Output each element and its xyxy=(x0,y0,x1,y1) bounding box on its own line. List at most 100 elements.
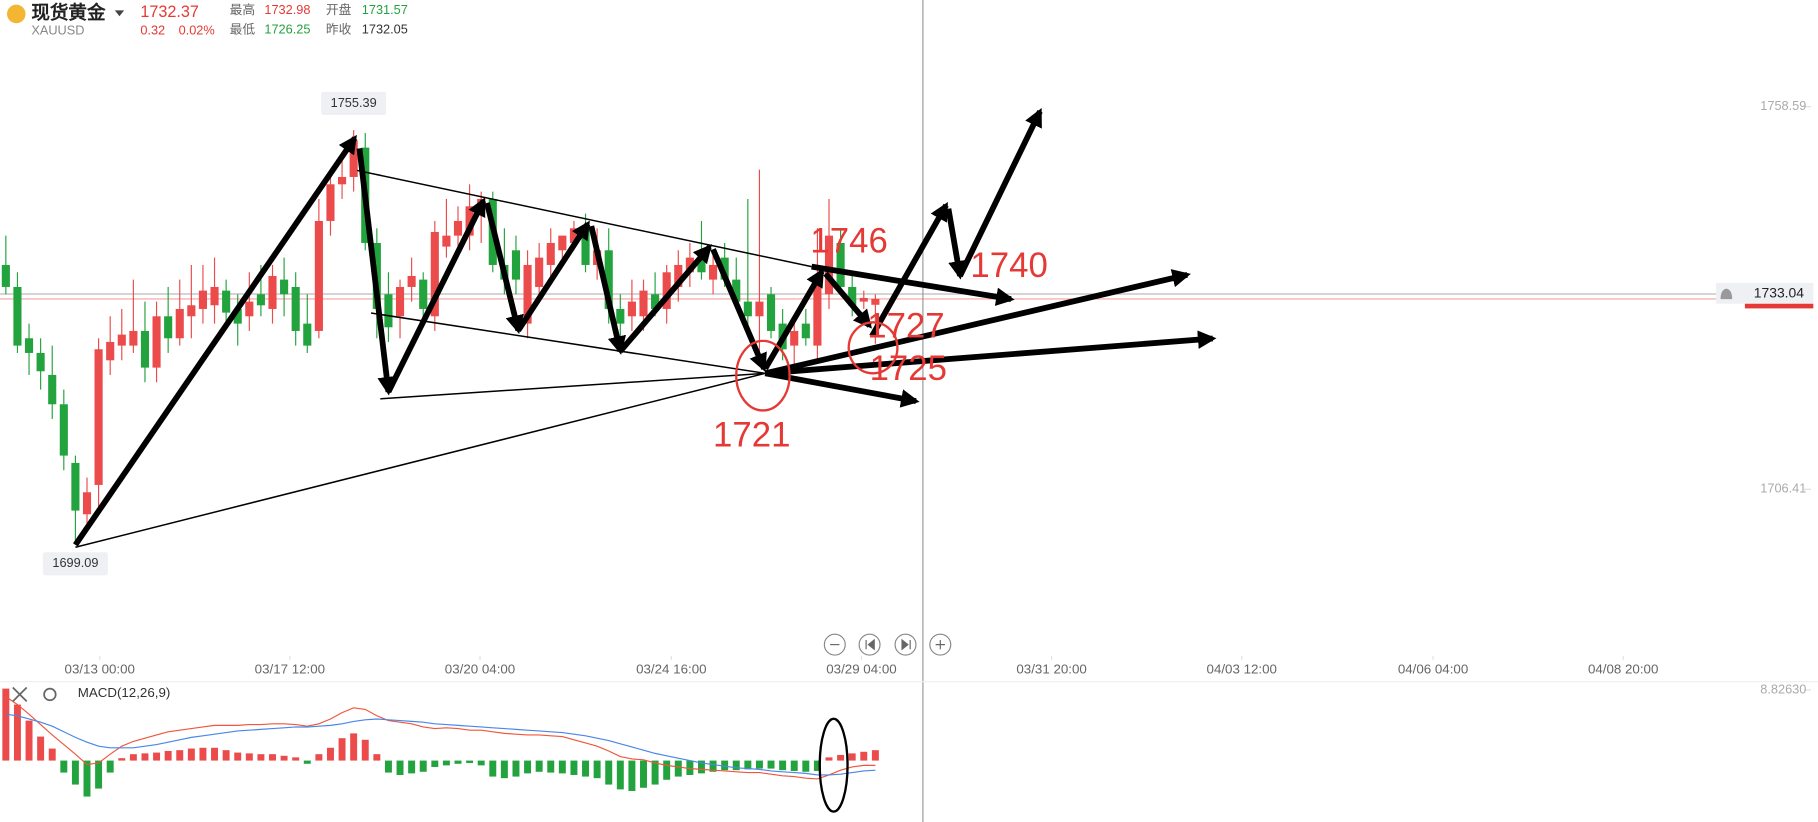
candle-body xyxy=(303,323,312,346)
macd-bar xyxy=(269,754,276,761)
macd-bar xyxy=(118,758,126,761)
candle-body xyxy=(766,294,776,331)
macd-bar xyxy=(419,760,427,772)
macd-bar xyxy=(767,760,775,769)
candle-body xyxy=(280,279,289,295)
candle-body xyxy=(674,264,683,287)
candle-body xyxy=(581,228,590,265)
y-tick-label: 8.82630 xyxy=(1760,681,1806,696)
candle-body xyxy=(651,294,660,309)
macd-bar xyxy=(466,760,474,763)
macd-bar xyxy=(674,760,682,777)
macd-bar xyxy=(616,760,624,790)
last-price: 1732.37 xyxy=(140,3,199,21)
indicator-title: MACD(12,26,9) xyxy=(78,685,171,700)
candle-body xyxy=(152,316,161,368)
alert-bell[interactable] xyxy=(1720,288,1733,300)
macd-bar xyxy=(83,760,91,797)
price-tag-bg xyxy=(1715,282,1814,304)
candle-body xyxy=(59,404,68,456)
macd-bar xyxy=(153,752,161,761)
x-tick-label: 03/29 04:00 xyxy=(826,662,896,677)
macd-bar xyxy=(199,747,207,761)
stat-value: 1732.98 xyxy=(264,2,310,17)
macd-bar xyxy=(222,750,230,761)
macd-bar xyxy=(384,760,392,773)
arrow xyxy=(945,208,967,280)
macd-bar xyxy=(582,760,590,777)
candle-body xyxy=(36,352,45,372)
macd-bar xyxy=(535,760,543,772)
macd-bar xyxy=(547,760,555,773)
stat-value: 1732.05 xyxy=(362,22,408,37)
trend-line xyxy=(356,169,812,268)
macd-bar xyxy=(512,760,520,777)
macd-bar xyxy=(790,760,798,771)
candle-body xyxy=(430,231,439,317)
macd-bar xyxy=(489,760,497,777)
macd-bar xyxy=(663,760,671,780)
macd-bar xyxy=(570,760,578,775)
arrow xyxy=(765,330,1217,377)
x-tick-label: 03/24 16:00 xyxy=(636,662,706,677)
macd-bar xyxy=(825,757,833,761)
macd-bar xyxy=(37,736,45,761)
gold-icon xyxy=(7,4,26,24)
dropdown-icon[interactable] xyxy=(114,10,125,17)
macd-bar xyxy=(454,760,462,764)
arrow xyxy=(484,202,524,335)
macd-bar xyxy=(25,720,33,761)
candle-body xyxy=(848,286,857,306)
macd-bar xyxy=(164,750,172,761)
candle-body xyxy=(1,264,10,287)
arrow xyxy=(764,269,1191,377)
indicator-settings-button[interactable] xyxy=(43,687,57,702)
candle-body xyxy=(859,297,868,302)
arrow xyxy=(73,134,358,547)
macd-bar xyxy=(686,760,694,775)
price-tag xyxy=(1715,282,1814,309)
macd-bar xyxy=(338,738,346,761)
candle-body xyxy=(198,290,207,309)
macd-bar xyxy=(813,760,821,771)
macd-bar xyxy=(257,754,265,761)
candle-body xyxy=(755,301,764,317)
icon xyxy=(901,638,911,651)
candle-body xyxy=(709,264,718,280)
candle-body xyxy=(743,301,752,317)
close-indicator-button[interactable] xyxy=(12,686,28,703)
annotation: 1725 xyxy=(870,350,947,388)
macd-bar xyxy=(187,748,195,761)
candle-body xyxy=(48,374,57,405)
candle-body xyxy=(801,323,810,339)
arrow xyxy=(356,148,396,396)
arrow xyxy=(823,271,872,329)
symbol: XAUUSD xyxy=(31,23,84,38)
arrow xyxy=(515,220,591,333)
candle-body xyxy=(790,330,799,346)
candle-body xyxy=(419,279,428,309)
candle-body xyxy=(407,275,416,287)
x-tick-label: 04/03 12:00 xyxy=(1207,662,1277,677)
macd-bar xyxy=(396,760,404,775)
macd-bar xyxy=(755,760,763,769)
candle-body xyxy=(187,305,196,317)
macd-bar xyxy=(71,760,79,785)
macd-bar xyxy=(234,752,242,761)
candle-body xyxy=(465,206,474,236)
candle-body xyxy=(13,286,22,346)
candle-body xyxy=(395,286,405,317)
candle-body xyxy=(558,235,567,251)
macd-bar xyxy=(106,760,114,773)
macd-bar xyxy=(697,760,705,774)
macd-bar xyxy=(292,757,300,761)
candle-body xyxy=(824,235,834,295)
macd-bar xyxy=(500,760,508,779)
instrument-name: 现货黄金 xyxy=(31,2,106,23)
x-tick-label: 03/13 00:00 xyxy=(65,662,135,677)
y-tick-label: 1758.59 xyxy=(1760,98,1806,113)
arrow xyxy=(710,248,767,373)
stat-label: 最高 xyxy=(230,2,256,17)
annotation: 1740 xyxy=(970,247,1047,285)
candle-body xyxy=(384,294,393,328)
